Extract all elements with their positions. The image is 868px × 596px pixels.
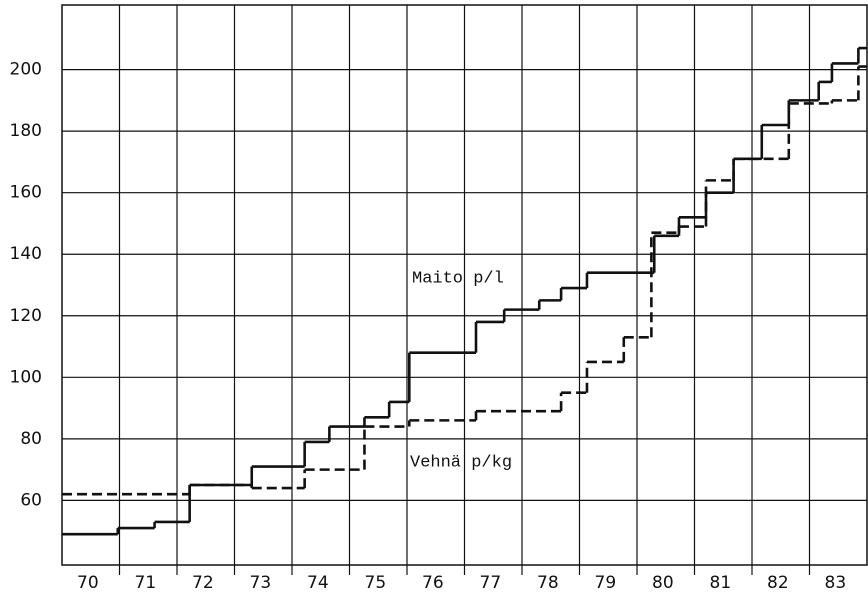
x-tick-label: 72 bbox=[192, 573, 214, 593]
y-tick-label: 200 bbox=[10, 60, 42, 80]
x-tick-label: 73 bbox=[250, 573, 272, 593]
x-tick-label: 77 bbox=[480, 573, 502, 593]
x-tick-label: 82 bbox=[767, 573, 789, 593]
y-tick-label: 180 bbox=[10, 121, 42, 141]
y-tick-label: 80 bbox=[20, 429, 42, 449]
y-tick-label: 160 bbox=[10, 183, 42, 203]
series-label: Vehnä p/kg bbox=[410, 453, 512, 472]
x-tick-label: 70 bbox=[77, 573, 99, 593]
x-tick-label: 78 bbox=[537, 573, 559, 593]
x-tick-label: 81 bbox=[710, 573, 732, 593]
x-tick-label: 79 bbox=[595, 573, 617, 593]
x-tick-label: 80 bbox=[652, 573, 674, 593]
x-tick-label: 75 bbox=[365, 573, 387, 593]
y-tick-label: 140 bbox=[10, 244, 42, 264]
x-tick-label: 76 bbox=[422, 573, 444, 593]
x-tick-label: 74 bbox=[307, 573, 329, 593]
y-tick-label: 100 bbox=[10, 367, 42, 387]
y-tick-label: 60 bbox=[20, 490, 42, 510]
x-tick-label: 71 bbox=[135, 573, 157, 593]
y-tick-label: 120 bbox=[10, 306, 42, 326]
x-tick-label: 83 bbox=[825, 573, 847, 593]
series-label: Maito p/l bbox=[412, 269, 504, 288]
